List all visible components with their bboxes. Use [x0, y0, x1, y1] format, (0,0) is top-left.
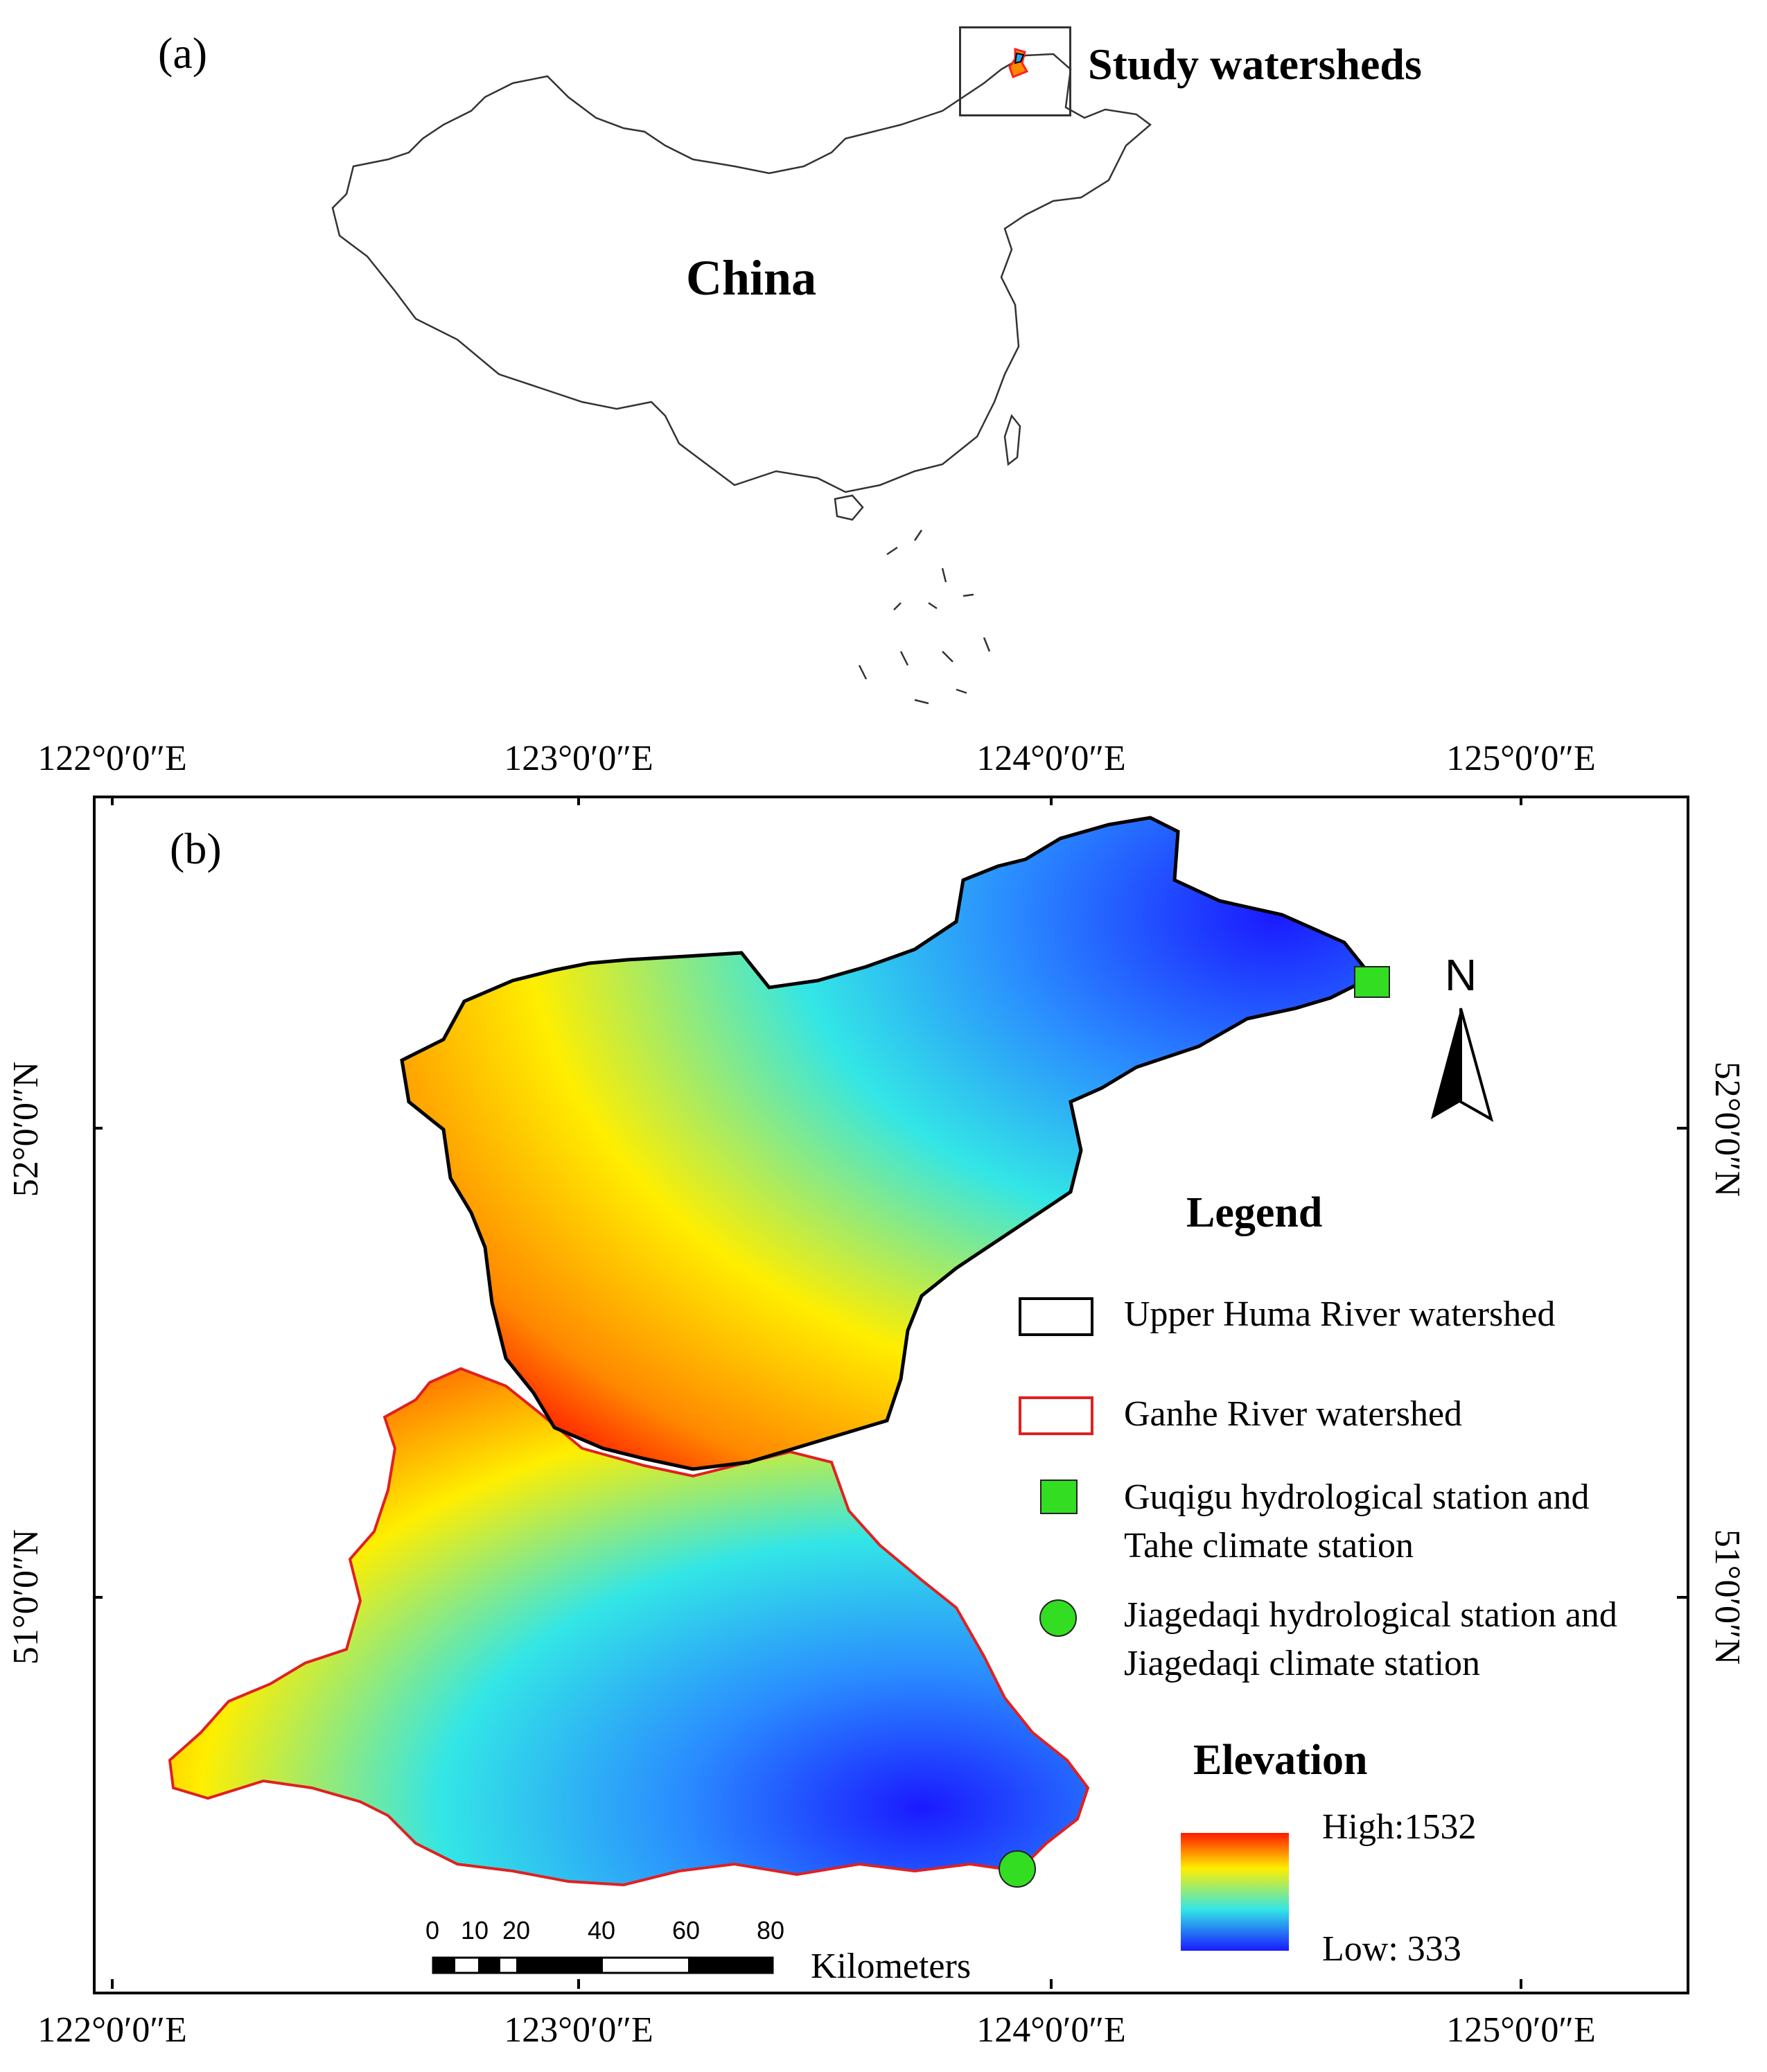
- legend-huma-symbol: [1019, 1297, 1093, 1336]
- china-label: China: [686, 250, 817, 306]
- jiagedaqi-station-marker: [999, 1850, 1036, 1888]
- study-watersheds-inset-box: [959, 26, 1071, 116]
- top-lon-tick-122: 122°0′0″E: [37, 739, 187, 778]
- hainan-island: [834, 494, 864, 521]
- top-lon-tick-123: 123°0′0″E: [504, 739, 653, 778]
- legend-title: Legend: [1186, 1189, 1323, 1236]
- scale-tick-40: 40: [588, 1916, 616, 1944]
- study-watersheds-label: Study watersheds: [1088, 39, 1422, 89]
- legend-jiagedaqi-label-2: Jiagedaqi climate station: [1124, 1644, 1481, 1683]
- legend-guqigu-symbol: [1040, 1480, 1078, 1514]
- scale-tick-0: 0: [425, 1916, 440, 1944]
- bottom-lon-tick-122: 122°0′0″E: [37, 2010, 187, 2050]
- ganhe-river-watershed: [168, 1367, 1090, 1887]
- scale-tick-60: 60: [672, 1916, 701, 1944]
- legend-guqigu-label-2: Tahe climate station: [1124, 1526, 1414, 1565]
- north-arrow-label: N: [1445, 950, 1477, 1000]
- bottom-lon-tick-123: 123°0′0″E: [504, 2010, 653, 2050]
- inset-watershed-marker: [1008, 48, 1029, 78]
- elevation-color-ramp: [1181, 1833, 1289, 1951]
- panel-a-label: (a): [158, 28, 208, 78]
- legend-huma-label: Upper Huma River watershed: [1124, 1294, 1556, 1334]
- top-lon-tick-125: 125°0′0″E: [1446, 739, 1596, 778]
- south-china-sea-islands: [858, 529, 991, 705]
- legend-ganhe-label: Ganhe River watershed: [1124, 1394, 1463, 1434]
- legend-guqigu-label-1: Guqigu hydrological station and: [1124, 1477, 1590, 1517]
- bottom-lon-tick-125: 125°0′0″E: [1446, 2010, 1596, 2050]
- scale-tick-10: 10: [461, 1916, 489, 1944]
- legend-ganhe-symbol: [1019, 1396, 1093, 1435]
- legend-jiagedaqi-label-1: Jiagedaqi hydrological station and: [1124, 1595, 1617, 1635]
- guqigu-station-marker: [1354, 966, 1390, 998]
- scale-tick-20: 20: [502, 1916, 531, 1944]
- frame-tick-marks: [93, 796, 1687, 1989]
- scale-bar: [432, 1956, 774, 1974]
- legend-jiagedaqi-symbol: [1039, 1599, 1077, 1637]
- elevation-title: Elevation: [1193, 1737, 1368, 1784]
- upper-huma-river-watershed: [400, 816, 1375, 1471]
- scale-tick-80: 80: [757, 1916, 785, 1944]
- china-boundary: [331, 53, 1152, 493]
- panel-b-label: (b): [170, 824, 222, 873]
- china-outline-map: [331, 53, 1152, 705]
- elevation-low-label: Low: 333: [1322, 1929, 1461, 1969]
- scale-unit-label: Kilometers: [811, 1947, 972, 1986]
- north-arrow-icon: [1431, 1008, 1494, 1123]
- bottom-lon-tick-124: 124°0′0″E: [976, 2010, 1126, 2050]
- taiwan-island: [1003, 414, 1021, 466]
- top-lon-tick-124: 124°0′0″E: [976, 739, 1126, 778]
- map-frame: [93, 796, 1689, 1994]
- elevation-high-label: High:1532: [1322, 1807, 1477, 1847]
